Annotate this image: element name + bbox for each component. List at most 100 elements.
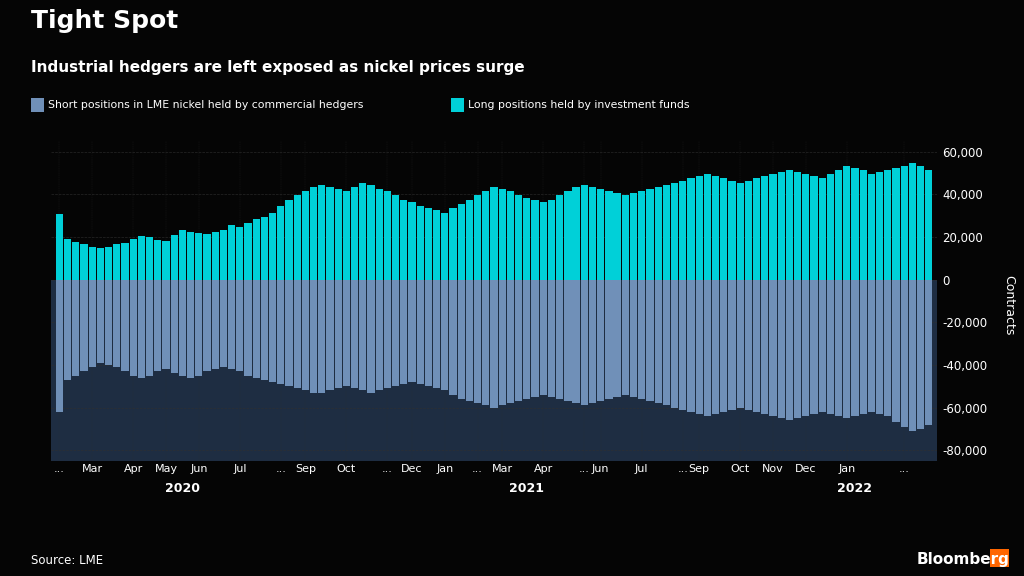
- Bar: [744, 279, 752, 410]
- Bar: [703, 279, 711, 416]
- Bar: [204, 234, 211, 279]
- Bar: [441, 213, 449, 279]
- Bar: [925, 170, 933, 279]
- Bar: [474, 195, 481, 279]
- Bar: [310, 279, 317, 393]
- Bar: [261, 279, 268, 380]
- Bar: [138, 279, 145, 378]
- Bar: [237, 228, 244, 279]
- Bar: [146, 237, 154, 279]
- Bar: [810, 176, 817, 279]
- Bar: [327, 279, 334, 391]
- Bar: [343, 191, 350, 279]
- Bar: [515, 195, 522, 279]
- Bar: [679, 180, 686, 279]
- Bar: [892, 168, 899, 279]
- Bar: [753, 279, 760, 412]
- Bar: [433, 279, 440, 388]
- Bar: [433, 210, 440, 279]
- Bar: [212, 232, 219, 279]
- Bar: [286, 200, 293, 279]
- Bar: [622, 195, 629, 279]
- Bar: [466, 200, 473, 279]
- Bar: [843, 166, 850, 279]
- Bar: [400, 200, 408, 279]
- Bar: [245, 279, 252, 376]
- Bar: [564, 191, 571, 279]
- Bar: [466, 279, 473, 401]
- Bar: [851, 279, 858, 416]
- Bar: [663, 279, 670, 406]
- Bar: [720, 179, 727, 279]
- Bar: [212, 279, 219, 369]
- Bar: [638, 191, 645, 279]
- Bar: [515, 279, 522, 401]
- Text: Short positions in LME nickel held by commercial hedgers: Short positions in LME nickel held by co…: [48, 100, 364, 110]
- Text: Industrial hedgers are left exposed as nickel prices surge: Industrial hedgers are left exposed as n…: [31, 60, 524, 75]
- Bar: [900, 279, 907, 427]
- Bar: [490, 187, 498, 279]
- Bar: [384, 279, 391, 388]
- Bar: [884, 170, 891, 279]
- Bar: [196, 233, 203, 279]
- Text: Bloomberg: Bloomberg: [916, 552, 1010, 567]
- Bar: [597, 189, 604, 279]
- Bar: [761, 176, 768, 279]
- Bar: [916, 166, 925, 279]
- Bar: [843, 279, 850, 418]
- Bar: [368, 279, 375, 393]
- Bar: [900, 166, 907, 279]
- Bar: [785, 170, 793, 279]
- Bar: [876, 279, 883, 414]
- Bar: [556, 279, 563, 399]
- Bar: [638, 279, 645, 399]
- Bar: [318, 279, 326, 393]
- Bar: [343, 279, 350, 386]
- Text: Long positions held by investment funds: Long positions held by investment funds: [468, 100, 689, 110]
- Bar: [835, 279, 842, 416]
- Bar: [441, 279, 449, 391]
- Text: Contracts: Contracts: [1002, 275, 1015, 335]
- Bar: [581, 185, 588, 279]
- Bar: [802, 279, 809, 416]
- Bar: [335, 279, 342, 388]
- Bar: [818, 179, 825, 279]
- Bar: [335, 189, 342, 279]
- Bar: [253, 219, 260, 279]
- Bar: [826, 279, 834, 414]
- Bar: [384, 191, 391, 279]
- Bar: [916, 279, 925, 429]
- Bar: [392, 279, 399, 386]
- Bar: [63, 279, 72, 380]
- Bar: [376, 279, 383, 391]
- Bar: [97, 279, 104, 363]
- Text: 2020: 2020: [165, 482, 200, 495]
- Text: 2021: 2021: [509, 482, 545, 495]
- Bar: [785, 279, 793, 420]
- Bar: [269, 213, 276, 279]
- Bar: [605, 279, 612, 399]
- Bar: [687, 279, 694, 412]
- Bar: [392, 195, 399, 279]
- Bar: [826, 174, 834, 279]
- Bar: [359, 279, 367, 391]
- Bar: [859, 170, 866, 279]
- Bar: [278, 206, 285, 279]
- Bar: [777, 279, 784, 418]
- Bar: [794, 172, 801, 279]
- Bar: [376, 189, 383, 279]
- Bar: [450, 209, 457, 279]
- Bar: [409, 202, 416, 279]
- Bar: [425, 209, 432, 279]
- Bar: [589, 279, 596, 403]
- Bar: [294, 195, 301, 279]
- Bar: [736, 279, 743, 408]
- Bar: [351, 187, 358, 279]
- Bar: [310, 187, 317, 279]
- Bar: [286, 279, 293, 386]
- Bar: [425, 279, 432, 386]
- Bar: [130, 239, 137, 279]
- Bar: [171, 279, 178, 373]
- Bar: [450, 279, 457, 395]
- Bar: [613, 279, 621, 397]
